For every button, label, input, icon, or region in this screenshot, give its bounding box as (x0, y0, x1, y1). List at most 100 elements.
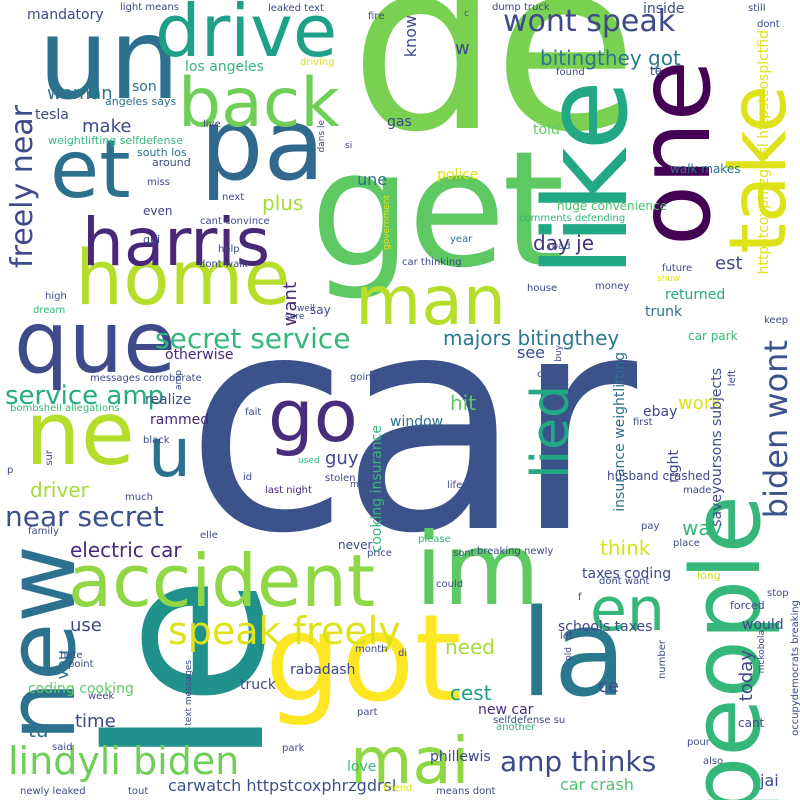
word: government (382, 195, 392, 250)
word: today (736, 650, 757, 702)
word: house (527, 283, 558, 294)
word: amp (174, 370, 184, 390)
word: w (455, 38, 470, 59)
word: im (415, 511, 541, 628)
word: moi (350, 480, 367, 490)
word: weightlifting selfdefense (48, 134, 183, 147)
word: bitingthey got (540, 46, 681, 70)
word: stolen (325, 473, 356, 484)
word: get (310, 116, 565, 303)
word: si (345, 141, 353, 151)
word: rammed (150, 412, 210, 428)
word: means dont (436, 786, 496, 797)
word: see (517, 343, 546, 362)
word: told (533, 122, 560, 138)
word: light means (120, 2, 179, 13)
word: day je (533, 231, 595, 255)
word: pay (641, 521, 660, 532)
word: even (143, 204, 173, 218)
word: son (132, 79, 157, 95)
word: angeles says (105, 95, 177, 108)
word: tu (28, 718, 49, 742)
word: make (82, 116, 132, 137)
word: please (418, 534, 451, 545)
word: price (367, 548, 392, 559)
word: httpstcoxphrzgdrsl httpstcosplctfid (756, 30, 772, 275)
word: p (7, 465, 14, 476)
word: ne (25, 382, 135, 485)
word: text messages (184, 660, 194, 726)
word: de (350, 0, 638, 184)
word: id (243, 472, 253, 483)
word: ce (598, 676, 619, 697)
word: dream (33, 305, 66, 316)
word: r (469, 753, 474, 764)
word: u (148, 414, 192, 493)
word: friend (383, 783, 413, 794)
word: drive (155, 0, 338, 73)
word: wont speak (503, 4, 676, 39)
word: secret service (155, 322, 351, 355)
word: south los (137, 146, 187, 159)
word: man (355, 262, 507, 341)
word: much (125, 492, 153, 503)
word: family (28, 526, 59, 537)
word: buy (554, 345, 564, 362)
word: around (152, 156, 191, 169)
word: dont walk (199, 259, 248, 270)
word: que (14, 293, 177, 393)
word: tesla (35, 107, 69, 123)
word: cant convince (200, 216, 270, 227)
word: pa (200, 86, 325, 203)
word: fire (368, 11, 385, 22)
word: cant (738, 716, 765, 730)
word: une (357, 170, 388, 189)
word: insurance weightlifting (612, 352, 628, 512)
word: miss (147, 177, 170, 188)
word: car thinking (402, 257, 462, 268)
word: going (350, 372, 378, 383)
word: money (595, 281, 630, 292)
word: point (68, 659, 94, 670)
word: go (268, 374, 358, 458)
word: sure (285, 312, 305, 322)
word: leaked text (268, 3, 324, 14)
word: inside (643, 1, 685, 17)
word: driving (300, 57, 335, 68)
word: number (657, 640, 668, 680)
word: ebay (643, 404, 678, 420)
word: car (185, 250, 637, 599)
word: lindyli biden (8, 739, 240, 783)
word: un (38, 0, 180, 125)
word: need (445, 635, 495, 659)
word: amp thinks (500, 745, 657, 778)
word: used (298, 456, 320, 466)
word: biden wont (757, 340, 795, 519)
word: driver (30, 478, 89, 502)
word: future (662, 263, 693, 274)
word: left (727, 370, 738, 387)
word: realize (145, 392, 192, 408)
word: te (650, 64, 663, 78)
word: mckobola (757, 630, 767, 674)
word: stop (767, 588, 789, 599)
word: forced (730, 599, 765, 612)
word: speak freely (168, 609, 401, 653)
word: schools taxes (558, 619, 653, 635)
word: freely near (5, 105, 40, 268)
word: qui (143, 233, 161, 246)
word: huge convenience (557, 199, 667, 213)
word: old (564, 647, 574, 661)
word: back (178, 64, 340, 143)
word: fait (245, 407, 262, 418)
word: use (70, 615, 102, 636)
word: cooking insurance (369, 425, 385, 553)
word: police (437, 167, 479, 183)
word: jai (760, 771, 779, 790)
word: elle (200, 530, 218, 541)
word: first (633, 417, 653, 428)
word: high (45, 291, 67, 302)
word: last night (265, 485, 312, 496)
word: know (401, 15, 420, 58)
